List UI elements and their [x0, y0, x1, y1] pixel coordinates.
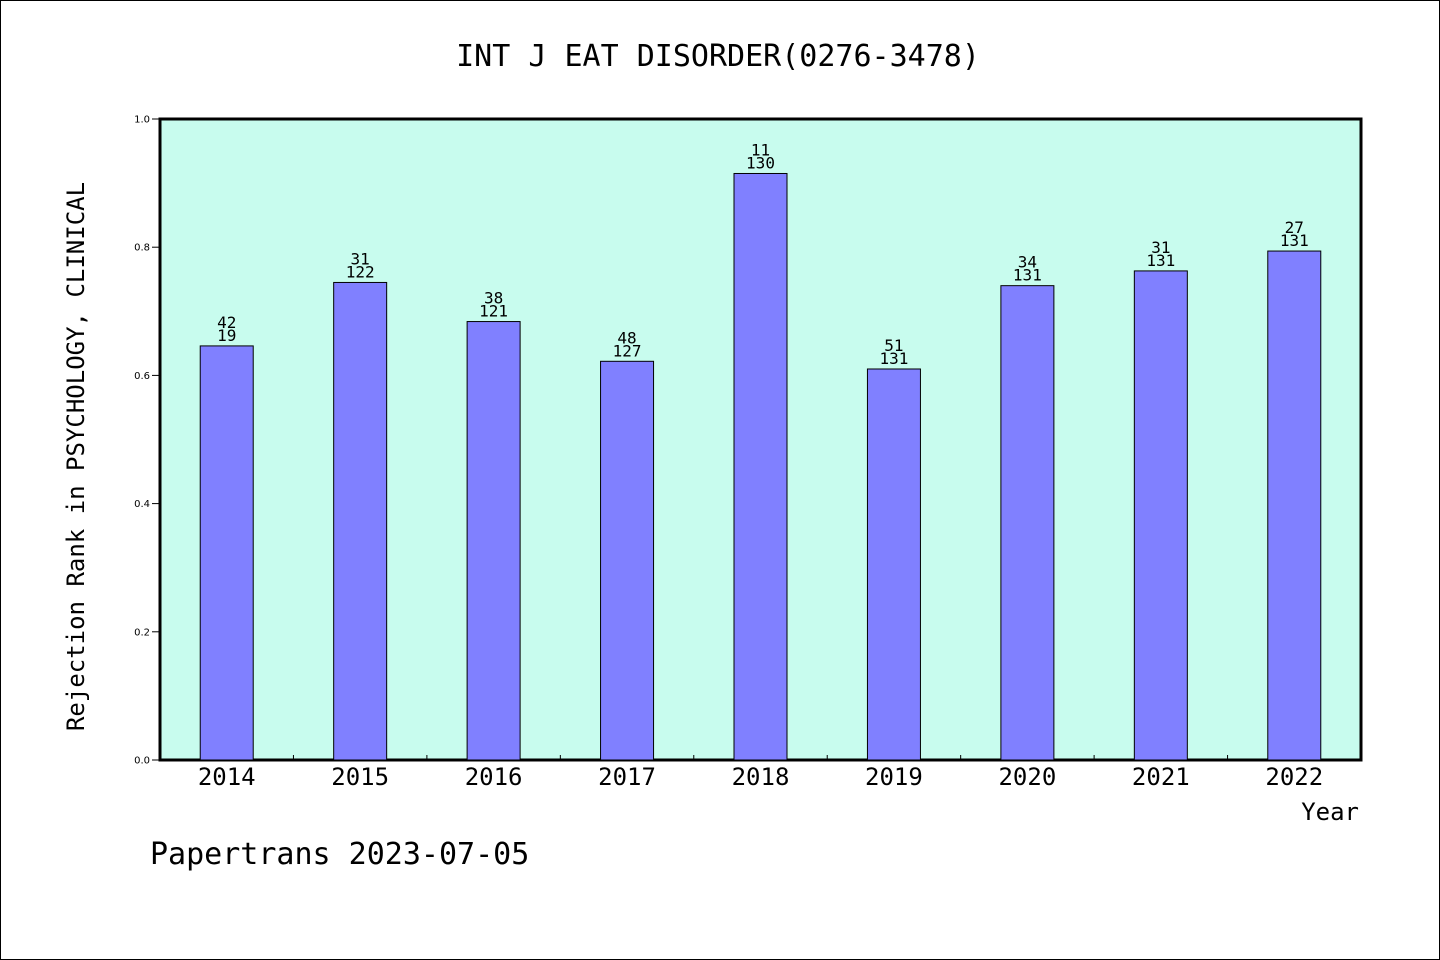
y-tick-label: 0.8: [134, 243, 150, 254]
bar-2019: [866, 368, 921, 761]
bar-label-top-2019: 51: [884, 336, 903, 355]
bar-2021: [1133, 270, 1188, 761]
bar-label-bottom-2020: 131: [1013, 266, 1042, 285]
footer-text: Papertrans 2023-07-05: [150, 837, 529, 872]
bar-label-top-2021: 31: [1151, 238, 1170, 257]
bar-label-bottom-2014: 19: [217, 326, 236, 345]
x-tick-label-2016: 2016: [465, 763, 523, 791]
y-tick-label: 0.0: [134, 756, 150, 767]
bar-label-bottom-2015: 122: [346, 262, 375, 281]
x-tick-label-2021: 2021: [1132, 763, 1190, 791]
x-tick-label-2014: 2014: [198, 763, 256, 791]
bar-2022: [1267, 250, 1322, 761]
bar-2016: [466, 321, 521, 761]
bar-2020: [1000, 285, 1055, 761]
bar-label-top-2015: 31: [351, 249, 370, 268]
bar-label-top-2018: 11: [751, 140, 770, 159]
x-tick-label-2019: 2019: [865, 763, 923, 791]
bar-label-top-2014: 42: [217, 313, 236, 332]
y-tick-label: 0.6: [134, 371, 150, 382]
bar-label-bottom-2018: 130: [746, 153, 775, 172]
x-tick-label-2015: 2015: [331, 763, 389, 791]
bar-label-top-2017: 48: [617, 328, 636, 347]
bar-label-bottom-2022: 131: [1280, 231, 1309, 250]
bar-label-bottom-2016: 121: [479, 302, 508, 321]
bar-label-top-2022: 27: [1285, 218, 1304, 237]
bar-label-bottom-2021: 131: [1146, 251, 1175, 270]
y-tick-label: 1.0: [134, 115, 150, 126]
y-tick-label: 0.4: [134, 499, 150, 510]
bar-label-top-2016: 38: [484, 289, 503, 308]
bar-label-bottom-2019: 131: [879, 349, 908, 368]
y-tick-label: 0.2: [134, 627, 150, 638]
chart-title: INT J EAT DISORDER(0276-3478): [456, 39, 980, 74]
x-tick-label-2017: 2017: [598, 763, 656, 791]
bar-2014: [199, 345, 254, 761]
bar-2015: [333, 281, 388, 761]
x-tick-label-2018: 2018: [732, 763, 790, 791]
bar-2017: [600, 360, 655, 761]
x-tick-label-2020: 2020: [998, 763, 1056, 791]
bar-label-top-2020: 34: [1018, 253, 1037, 272]
x-tick-label-2022: 2022: [1265, 763, 1323, 791]
bar-2018: [733, 172, 788, 761]
bar-label-bottom-2017: 127: [613, 341, 642, 360]
x-axis-label: Year: [1301, 798, 1359, 826]
y-axis-label: Rejection Rank in PSYCHOLOGY, CLINICAL: [62, 182, 90, 731]
